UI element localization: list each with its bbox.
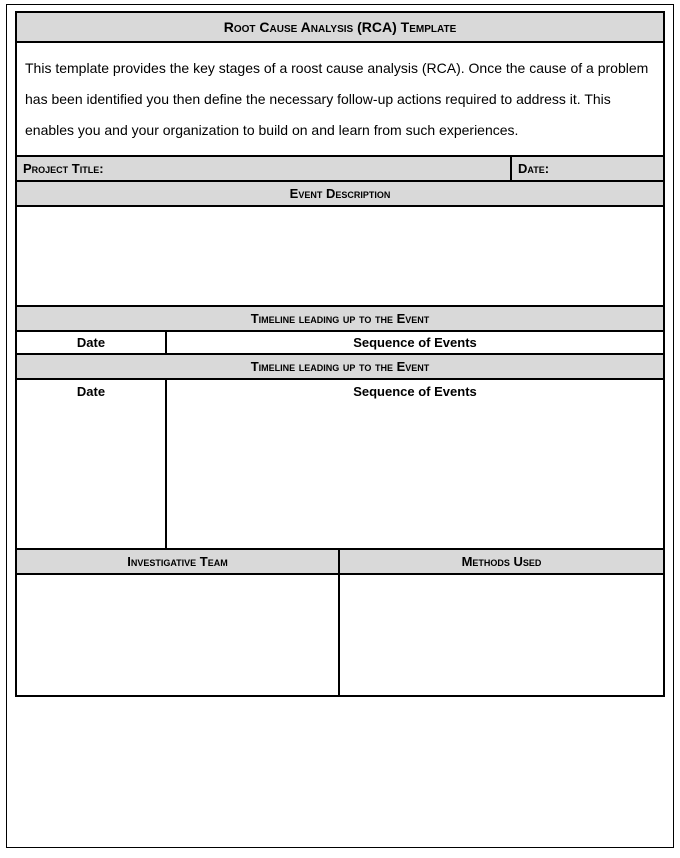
event-description-header: Event Description	[17, 182, 663, 207]
timeline1-columns: Date Sequence of Events	[17, 332, 663, 355]
form-container: Root Cause Analysis (RCA) Template This …	[15, 11, 665, 697]
timeline1-header: Timeline leading up to the Event	[17, 307, 663, 332]
investigative-team-header: Investigative Team	[17, 550, 340, 573]
page-outer-border: Root Cause Analysis (RCA) Template This …	[6, 4, 674, 848]
bottom-two-col-body	[17, 575, 663, 695]
event-description-body	[17, 207, 663, 307]
project-date-row: Project Title: Date:	[17, 157, 663, 182]
form-title: Root Cause Analysis (RCA) Template	[17, 13, 663, 43]
timeline1-date-header: Date	[17, 332, 167, 353]
timeline2-body: Date Sequence of Events	[17, 380, 663, 550]
project-title-label: Project Title:	[17, 157, 512, 180]
timeline1-sequence-header: Sequence of Events	[167, 332, 663, 353]
methods-used-header: Methods Used	[340, 550, 663, 573]
bottom-two-col-header: Investigative Team Methods Used	[17, 550, 663, 575]
investigative-team-body	[17, 575, 340, 695]
timeline2-sequence-header: Sequence of Events	[167, 380, 663, 548]
methods-used-body	[340, 575, 663, 695]
timeline2-date-header: Date	[17, 380, 167, 548]
timeline2-header: Timeline leading up to the Event	[17, 355, 663, 380]
description-text: This template provides the key stages of…	[17, 43, 663, 157]
date-label: Date:	[512, 157, 663, 180]
